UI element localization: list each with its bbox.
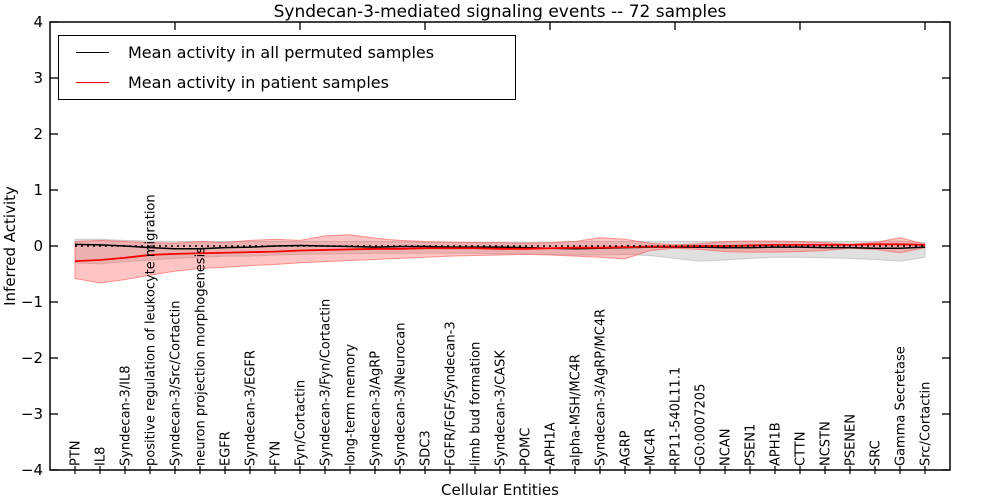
x-tick-label: CTTN	[794, 432, 809, 466]
x-tick-label: MC4R	[644, 428, 659, 466]
x-tick-label: APH1A	[544, 422, 559, 466]
x-axis-label: Cellular Entities	[441, 481, 559, 499]
x-tick-label: positive regulation of leukocyte migrati…	[144, 194, 159, 466]
permuted-mean-line	[74, 243, 926, 250]
x-tick-label: SDC3	[419, 430, 434, 466]
x-tick-label: Syndecan-3/AgRP/MC4R	[594, 309, 609, 466]
legend-entry-patient: Mean activity in patient samples	[59, 70, 515, 96]
x-tick-label: Syndecan-3/CASK	[494, 350, 509, 466]
y-tick-label: −2	[21, 349, 43, 367]
x-tick-label: SRC	[869, 440, 884, 466]
x-tick-label: PSEN1	[744, 424, 759, 466]
patient-mean-line	[74, 243, 926, 263]
y-tick-label: −1	[21, 293, 43, 311]
y-tick-label: 4	[33, 13, 43, 31]
permuted-line-swatch	[76, 52, 109, 53]
x-tick-label: long-term memory	[344, 344, 359, 466]
x-tick-label: Syndecan-3/IL8	[119, 366, 134, 466]
legend-label-permuted: Mean activity in all permuted samples	[128, 43, 435, 62]
x-tick-label: APH1B	[769, 422, 784, 466]
y-tick-label: −4	[21, 461, 43, 479]
x-tick-label: Src/Cortactin	[919, 382, 934, 466]
x-tick-label: FYN	[269, 441, 284, 466]
legend-label-patient: Mean activity in patient samples	[128, 73, 389, 92]
x-tick-label: PSENEN	[844, 414, 859, 466]
x-tick-label: alpha-MSH/MC4R	[569, 354, 584, 466]
x-tick-label: POMC	[519, 428, 534, 466]
x-tick-label: NCSTN	[819, 421, 834, 466]
y-tick-label: −3	[21, 405, 43, 423]
x-tick-label: Syndecan-3/EGFR	[244, 350, 259, 466]
x-tick-label: limb bud formation	[469, 342, 484, 466]
x-tick-label: NCAN	[719, 429, 734, 466]
y-tick-label: 1	[33, 181, 43, 199]
y-tick-label: 3	[33, 69, 43, 87]
x-tick-label: Syndecan-3/Src/Cortactin	[169, 300, 184, 466]
x-tick-label: neuron projection morphogenesis	[194, 247, 209, 466]
x-tick-label: Syndecan-3/Neurocan	[394, 323, 409, 466]
y-tick-label: 0	[33, 237, 43, 255]
x-tick-label: GO:0007205	[694, 384, 709, 466]
legend-entry-permuted: Mean activity in all permuted samples	[59, 40, 515, 66]
x-tick-label: Gamma Secretase	[894, 346, 909, 466]
y-tick-label: 2	[33, 125, 43, 143]
x-tick-label: Syndecan-3/AgRP	[369, 351, 384, 466]
x-tick-label: Syndecan-3/Fyn/Cortactin	[319, 299, 334, 466]
chart-title: Syndecan-3-mediated signaling events -- …	[273, 2, 727, 22]
x-tick-label: PTN	[69, 440, 84, 466]
x-tick-label: FGFR/FGF/Syndecan-3	[444, 321, 459, 466]
patient-line-swatch	[76, 82, 109, 83]
x-tick-label: AGRP	[619, 430, 634, 466]
x-tick-label: RP11-540L11.1	[669, 367, 684, 466]
legend: Mean activity in all permuted samples Me…	[58, 35, 516, 100]
x-tick-label: EGFR	[219, 431, 234, 466]
y-axis-label: Inferred Activity	[1, 186, 19, 306]
x-tick-label: Fyn/Cortactin	[294, 380, 309, 466]
x-tick-label: IL8	[94, 447, 109, 466]
